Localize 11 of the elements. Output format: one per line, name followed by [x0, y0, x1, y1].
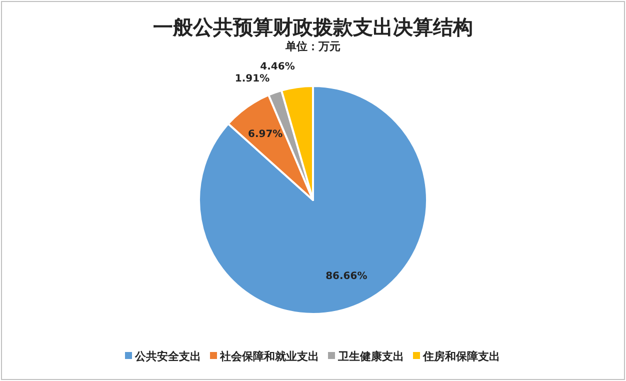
legend-label: 卫生健康支出	[337, 350, 404, 363]
chart-subtitle: 单位：万元	[284, 40, 340, 53]
chart-title: 一般公共预算财政拨款支出决算结构	[153, 15, 473, 39]
data-label: 6.97%	[248, 129, 283, 140]
pie-slice	[198, 85, 428, 315]
data-label: 1.91%	[234, 73, 270, 84]
data-label: 86.66%	[326, 270, 368, 282]
legend-label: 公共安全支出	[134, 350, 201, 363]
data-label: 4.46%	[260, 61, 295, 72]
legend-label: 住房和保障支出	[422, 350, 500, 363]
legend-label: 社会保障和就业支出	[219, 350, 319, 363]
